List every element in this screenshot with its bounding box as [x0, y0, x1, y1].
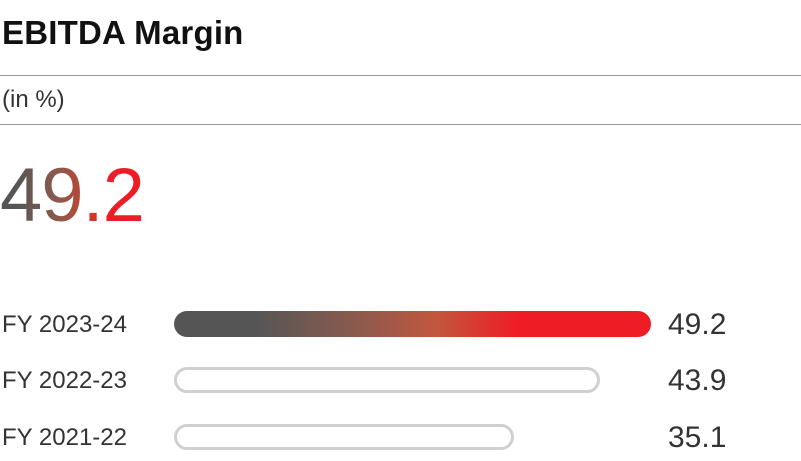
category-label: FY 2021-22 — [2, 424, 127, 451]
bar-highlight — [174, 311, 651, 337]
headline-value: 49.2 — [0, 153, 145, 238]
category-label: FY 2022-23 — [2, 367, 127, 394]
unit-label: (in %) — [2, 86, 65, 113]
bar — [174, 424, 514, 450]
value-label: 35.1 — [668, 421, 727, 454]
bar-row: FY 2023-24 49.2 — [0, 307, 801, 343]
value-label: 43.9 — [668, 364, 727, 397]
value-label: 49.2 — [668, 308, 727, 341]
bar-row: FY 2022-23 43.9 — [0, 363, 801, 399]
title-divider — [0, 75, 801, 76]
bar — [174, 367, 600, 393]
bar-row: FY 2021-22 35.1 — [0, 420, 801, 456]
category-label: FY 2023-24 — [2, 311, 127, 338]
chart-title: EBITDA Margin — [2, 14, 244, 51]
unit-divider — [0, 124, 801, 125]
